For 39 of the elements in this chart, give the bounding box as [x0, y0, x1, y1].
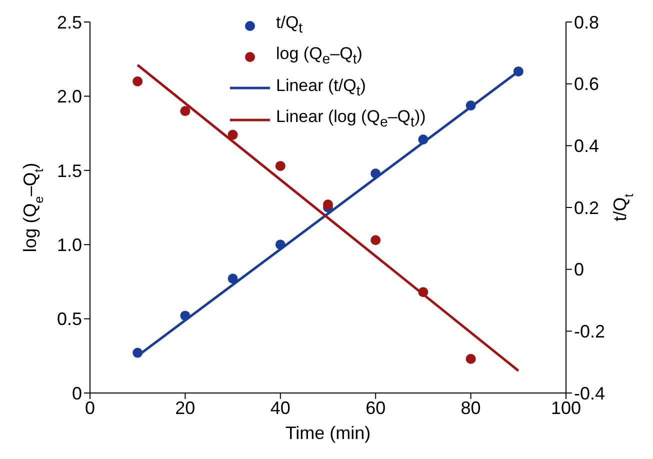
point [466, 354, 476, 364]
point [275, 240, 286, 250]
point [132, 348, 143, 358]
point [228, 130, 238, 140]
point [323, 200, 333, 210]
y2-tick-label: 0 [574, 260, 584, 280]
x-tick-label: 100 [550, 398, 582, 418]
y-tick-label: 2.5 [56, 12, 82, 32]
y2-tick-label: 0.2 [574, 198, 600, 218]
y2-tick-label: 0.6 [574, 74, 600, 94]
point [418, 287, 428, 298]
point [228, 274, 238, 284]
point [275, 160, 286, 171]
x-tick-label: 80 [460, 398, 481, 418]
legend-label: log (Q$_{e}$–Q$_{t}$) [276, 43, 362, 70]
y-tick-label: 2.0 [56, 86, 82, 107]
y-tick-label: 1.0 [56, 234, 82, 255]
y-tick-label: 1.5 [56, 160, 82, 181]
point [418, 134, 428, 144]
y2-tick-label: -0.2 [574, 322, 606, 342]
x-tick-label: 60 [366, 398, 386, 418]
point [132, 76, 143, 86]
y-tick-label: 0.5 [56, 309, 82, 330]
y2-tick-label: 0.8 [574, 12, 600, 32]
point [513, 66, 524, 76]
point [180, 310, 190, 321]
point [370, 168, 381, 178]
x-axis-title: Time (min) [285, 423, 371, 443]
x-tick-label: 0 [84, 398, 96, 418]
y2-tick-label: 0.4 [574, 136, 600, 156]
point [180, 106, 190, 116]
y-tick-label: 0 [72, 383, 82, 404]
legend-label: Linear (log (Q$_{e}$–Q$_{t}$)) [276, 106, 426, 133]
x-tick-label: 20 [175, 398, 196, 418]
x-tick-label: 40 [270, 398, 290, 418]
legend-label: Linear (t/Q$_{t}$) [276, 74, 366, 102]
legend-label: t/Q$_{t}$ [276, 12, 303, 38]
point [466, 100, 476, 110]
point [370, 235, 381, 246]
